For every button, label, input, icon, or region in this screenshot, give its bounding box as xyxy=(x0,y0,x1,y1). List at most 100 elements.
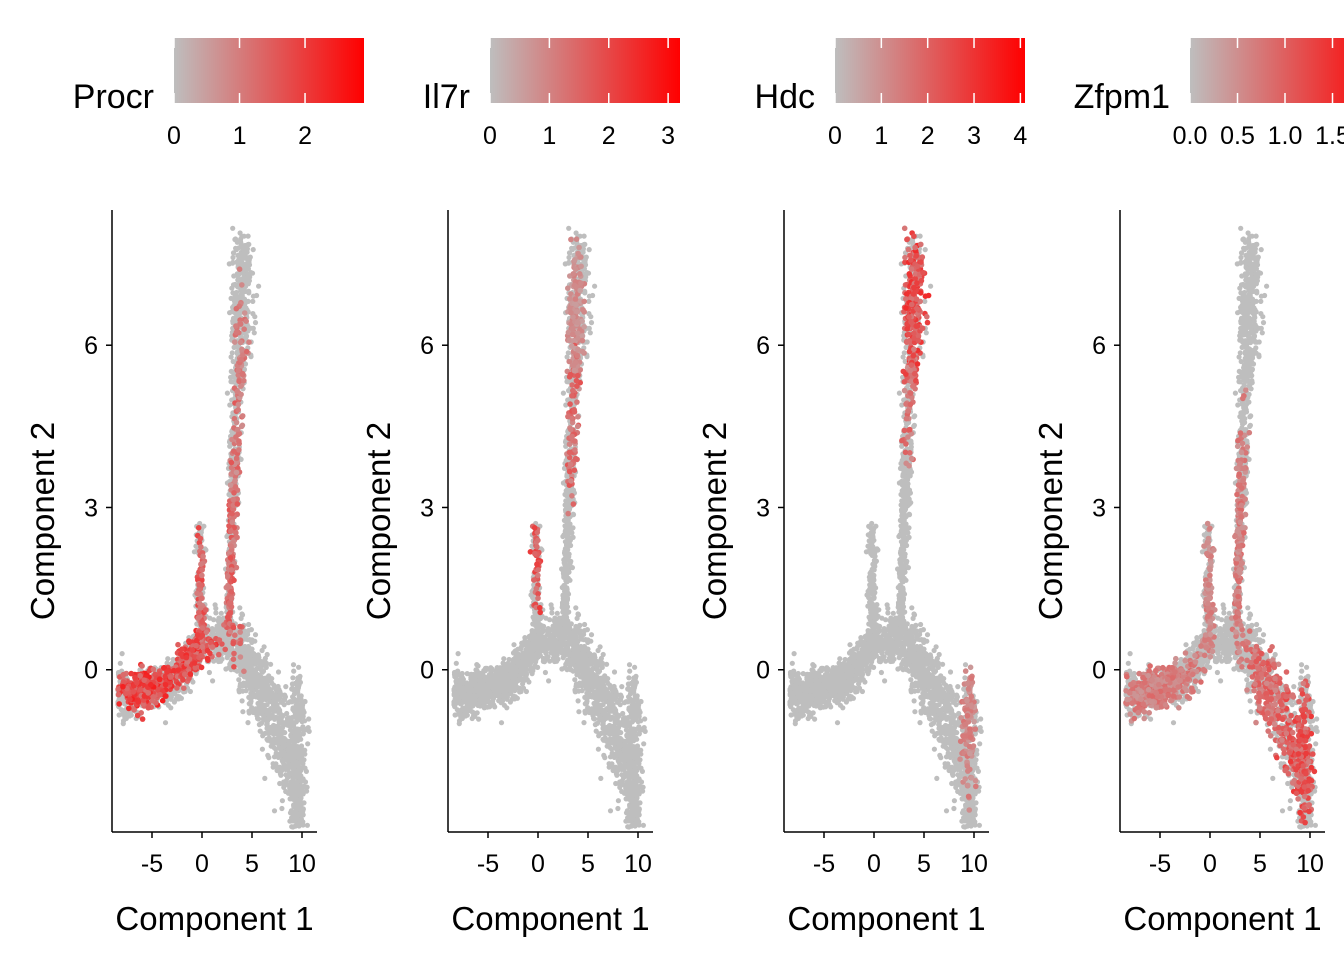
cell-point xyxy=(565,350,571,356)
cell-point xyxy=(470,680,476,686)
color-bar xyxy=(490,38,680,103)
cell-point xyxy=(260,716,266,722)
cell-point xyxy=(481,705,487,711)
cell-point xyxy=(276,710,282,716)
cell-point xyxy=(235,252,241,258)
cell-point xyxy=(246,621,252,628)
cell-point xyxy=(295,738,301,744)
cell-point xyxy=(243,674,249,680)
cell-point-expressing xyxy=(137,686,144,693)
cell-point xyxy=(481,668,487,674)
cell-point xyxy=(476,716,482,722)
cell-point xyxy=(454,707,460,713)
cell-point-expressing xyxy=(120,672,127,678)
cell-point xyxy=(300,822,306,828)
cell-point xyxy=(276,687,282,693)
cell-point xyxy=(250,247,256,253)
cell-point xyxy=(269,676,275,682)
cell-point xyxy=(246,241,252,247)
cell-point xyxy=(261,644,267,650)
cell-point xyxy=(498,720,505,726)
cell-point xyxy=(260,696,266,702)
cell-point-expressing xyxy=(230,640,236,647)
cell-point-expressing xyxy=(227,482,234,488)
cell-point-expressing xyxy=(174,685,180,691)
cell-point-expressing xyxy=(246,339,252,346)
cell-point-expressing xyxy=(164,669,170,675)
cell-point-expressing xyxy=(187,671,194,677)
cell-point-expressing xyxy=(239,346,245,353)
cell-point-expressing xyxy=(131,707,137,713)
cell-point xyxy=(530,621,536,627)
cell-point xyxy=(191,549,197,555)
cell-point xyxy=(451,686,457,693)
x-axis-title: Component 1 xyxy=(115,900,313,937)
cell-point xyxy=(226,261,232,267)
cell-point-expressing xyxy=(233,419,240,426)
cell-point xyxy=(217,658,224,664)
cell-point xyxy=(304,784,310,790)
cell-point xyxy=(275,754,281,761)
cell-point-expressing xyxy=(233,564,240,571)
cell-point xyxy=(582,259,588,265)
cell-point xyxy=(252,656,258,662)
y-tick-label: 0 xyxy=(84,657,98,685)
cell-point xyxy=(586,247,592,253)
cell-point xyxy=(554,610,560,616)
cell-point-expressing xyxy=(233,434,239,440)
cell-point xyxy=(469,701,476,707)
cell-point-expressing xyxy=(237,654,244,660)
cell-point xyxy=(278,772,284,778)
cell-point-expressing xyxy=(177,651,184,657)
cell-point xyxy=(297,797,303,803)
cell-point xyxy=(279,735,285,741)
cell-point-expressing xyxy=(231,448,237,455)
cell-point xyxy=(502,663,509,669)
cell-point xyxy=(582,241,588,247)
cell-point xyxy=(228,645,234,652)
cell-point xyxy=(503,684,509,690)
cell-point xyxy=(279,798,285,804)
cell-point xyxy=(615,798,622,804)
cell-point xyxy=(587,330,593,336)
cell-point xyxy=(271,808,278,814)
cell-point-expressing xyxy=(234,534,240,541)
cell-point xyxy=(562,261,568,267)
cell-point xyxy=(247,637,253,643)
cell-point xyxy=(532,609,538,616)
cell-point-expressing xyxy=(235,401,242,408)
cell-point xyxy=(271,744,277,750)
cell-point xyxy=(239,659,245,665)
color-bar xyxy=(174,38,364,103)
cell-point xyxy=(292,713,298,719)
cell-point xyxy=(544,655,550,661)
cell-point xyxy=(232,236,238,243)
cell-point xyxy=(535,632,541,639)
cell-point-expressing xyxy=(229,519,235,526)
cell-point-expressing xyxy=(162,681,169,688)
cell-point-expressing xyxy=(135,699,142,705)
cell-point-expressing xyxy=(134,712,141,719)
cell-point xyxy=(535,619,541,625)
cell-point xyxy=(247,657,253,664)
cell-point-expressing xyxy=(227,610,233,616)
cell-point xyxy=(236,677,242,683)
cell-point-expressing xyxy=(196,609,202,616)
cell-point xyxy=(277,716,283,722)
cell-point xyxy=(281,702,287,708)
cell-point xyxy=(198,529,204,535)
cell-point xyxy=(499,687,505,693)
cell-point xyxy=(251,330,257,336)
cell-point xyxy=(460,691,466,697)
cell-point xyxy=(216,622,222,629)
cell-point-expressing xyxy=(175,641,181,648)
legend-title: Procr xyxy=(73,78,154,116)
cell-point xyxy=(517,685,523,691)
cell-point xyxy=(552,622,558,629)
cell-point-expressing xyxy=(200,553,206,560)
cell-point xyxy=(230,254,236,261)
cell-point xyxy=(292,823,298,829)
cell-point xyxy=(549,635,556,641)
